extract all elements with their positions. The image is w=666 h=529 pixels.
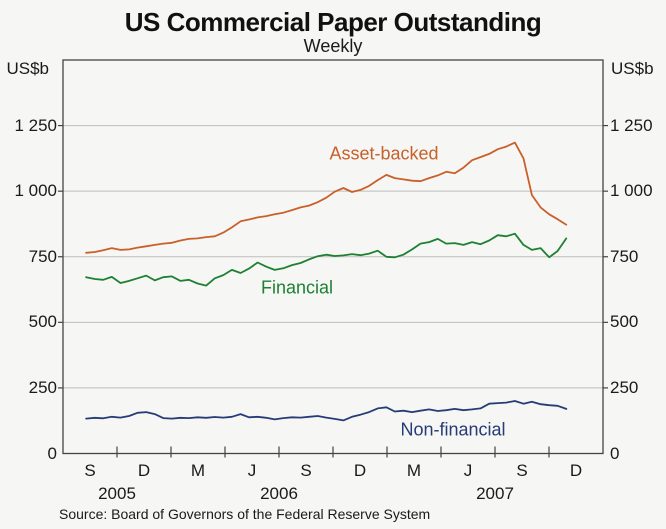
x-tick-label-month: M <box>406 461 422 480</box>
x-tick-label-month: D <box>569 461 583 480</box>
series-line-asset-backed <box>85 141 568 254</box>
x-tick-label-month: S <box>84 461 96 480</box>
y-tick-label-right: 1 000 <box>610 181 653 201</box>
x-tick-label-year: 2006 <box>260 484 298 503</box>
y-tick-label-left: 0 <box>47 443 57 463</box>
x-tick-label-month: D <box>353 461 367 480</box>
x-tick-label-year: 2005 <box>98 484 136 503</box>
y-axis-unit-right: US$b <box>611 59 654 78</box>
y-tick-label-right: 1 250 <box>610 115 653 135</box>
y-tick-label-right: 500 <box>610 312 639 332</box>
series-label-asset-backed: Asset-backed <box>329 143 439 164</box>
x-tick-label-month: S <box>516 461 528 480</box>
x-tick-label-month: J <box>247 461 257 480</box>
y-tick-label-left: 250 <box>28 377 57 397</box>
y-tick-label-left: 750 <box>28 246 57 266</box>
series-label-non-financial: Non-financial <box>400 419 506 440</box>
y-tick-label-left: 500 <box>28 312 57 332</box>
chart-title: US Commercial Paper Outstanding <box>124 7 542 37</box>
series-line-non-financial <box>85 400 568 422</box>
y-tick-label-right: 0 <box>610 443 620 463</box>
y-tick-label-left: 1 000 <box>14 181 57 201</box>
y-axis-unit-left: US$b <box>6 59 49 78</box>
series-line-financial <box>85 232 568 287</box>
y-tick-label-right: 750 <box>610 246 639 266</box>
chart-subtitle: Weekly <box>303 36 363 56</box>
y-tick-label-left: 1 250 <box>14 115 57 135</box>
x-tick-label-month: M <box>190 461 206 480</box>
x-tick-label-month: J <box>463 461 473 480</box>
x-tick-label-month: D <box>137 461 151 480</box>
plot-frame <box>62 59 604 455</box>
source-note: Source: Board of Governors of the Federa… <box>59 506 431 522</box>
series-label-financial: Financial <box>260 277 334 298</box>
y-tick-label-right: 250 <box>610 377 639 397</box>
x-tick-label-year: 2007 <box>476 484 514 503</box>
x-tick-label-month: S <box>300 461 312 480</box>
